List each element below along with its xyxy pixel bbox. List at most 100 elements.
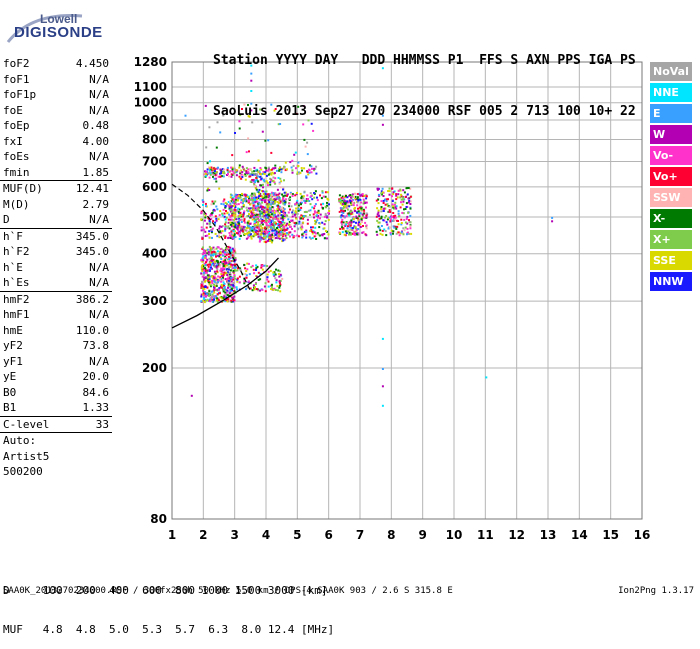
echo-point — [279, 186, 282, 189]
echo-point — [282, 195, 285, 198]
echo-point — [407, 211, 410, 214]
echo-point — [257, 289, 260, 292]
echo-point — [218, 255, 221, 258]
echo-point — [246, 286, 249, 289]
echo-point — [404, 226, 407, 229]
echo-point — [270, 191, 273, 194]
legend-item-sse: SSE — [650, 251, 692, 270]
echo-point — [254, 195, 256, 198]
echo-point — [258, 171, 261, 174]
echo-point — [276, 232, 278, 235]
echo-point — [278, 205, 281, 208]
echo-point — [210, 247, 213, 250]
echo-point — [246, 227, 249, 230]
echo-point — [383, 228, 386, 231]
param-row: foEs N/A — [0, 149, 112, 165]
echo-point — [287, 233, 290, 236]
echo-point — [270, 213, 273, 216]
echo-point — [269, 194, 272, 197]
echo-point — [259, 175, 262, 178]
echo-point — [321, 221, 324, 224]
echo-point — [307, 209, 310, 212]
echo-point — [218, 227, 221, 230]
echo-point — [402, 200, 405, 203]
echo-point — [266, 276, 269, 279]
echo-point — [230, 173, 233, 176]
echo-point — [229, 196, 232, 199]
echo-point — [238, 275, 241, 278]
echo-point — [229, 223, 232, 226]
echo-point — [233, 290, 236, 293]
echo-point — [402, 198, 405, 201]
echo-point — [245, 196, 247, 198]
echo-point — [253, 227, 256, 230]
echo-point — [215, 219, 218, 222]
echo-point — [284, 238, 287, 241]
echo-point — [342, 212, 345, 214]
echo-point — [360, 205, 363, 208]
echo-point — [273, 213, 276, 216]
echo-point — [216, 263, 219, 266]
echo-point — [403, 191, 406, 194]
echo-point — [274, 164, 277, 167]
echo-point — [338, 198, 341, 201]
echo-point — [300, 201, 303, 204]
echo-point — [232, 248, 235, 251]
echo-point — [397, 231, 400, 234]
echo-point — [358, 215, 361, 218]
echo-point — [228, 205, 231, 208]
echo-point — [224, 251, 226, 254]
echo-point — [283, 212, 286, 215]
echo-point — [247, 233, 250, 236]
echo-point — [351, 201, 354, 204]
echo-point — [301, 226, 304, 229]
echo-point — [242, 225, 245, 228]
echo-point — [269, 234, 272, 237]
echo-point — [240, 201, 243, 204]
echo-point — [283, 230, 286, 233]
echo-point — [206, 274, 209, 277]
echo-point — [231, 166, 234, 169]
echo-point — [258, 214, 261, 217]
echo-point — [259, 225, 262, 228]
echo-point — [239, 211, 242, 214]
echo-point — [311, 231, 314, 233]
param-row: foF2 4.450 — [0, 56, 112, 72]
echo-point — [222, 171, 225, 174]
echo-point — [236, 196, 239, 199]
echo-point — [363, 216, 366, 219]
echo-point — [209, 249, 212, 252]
echo-point — [348, 228, 351, 231]
echo-point — [290, 193, 293, 196]
echo-point — [214, 232, 217, 235]
echo-point — [405, 218, 408, 220]
echo-point — [240, 221, 243, 223]
echo-point — [283, 166, 286, 169]
echo-point — [277, 219, 280, 222]
echo-point — [307, 198, 309, 200]
echo-point — [313, 167, 316, 170]
echo-point — [261, 226, 264, 229]
echo-point — [302, 123, 305, 126]
echo-point — [213, 274, 216, 277]
echo-point — [244, 178, 247, 181]
echo-point — [295, 207, 298, 210]
echo-point — [267, 173, 270, 176]
echo-point — [263, 285, 266, 288]
echo-point — [217, 279, 220, 282]
echo-point — [235, 198, 238, 201]
echo-point — [221, 225, 224, 227]
echo-point — [340, 220, 343, 223]
legend-item-noval: NoVal — [650, 62, 692, 81]
echo-point — [288, 205, 290, 208]
echo-point — [247, 236, 250, 239]
echo-point — [325, 230, 327, 233]
param-value: N/A — [89, 308, 109, 321]
echo-point — [200, 293, 203, 296]
echo-point — [232, 271, 235, 274]
echo-point — [284, 194, 287, 197]
echo-point — [309, 164, 311, 167]
echo-point — [261, 220, 264, 223]
param-label: foE — [3, 103, 23, 117]
echo-point — [221, 260, 224, 263]
